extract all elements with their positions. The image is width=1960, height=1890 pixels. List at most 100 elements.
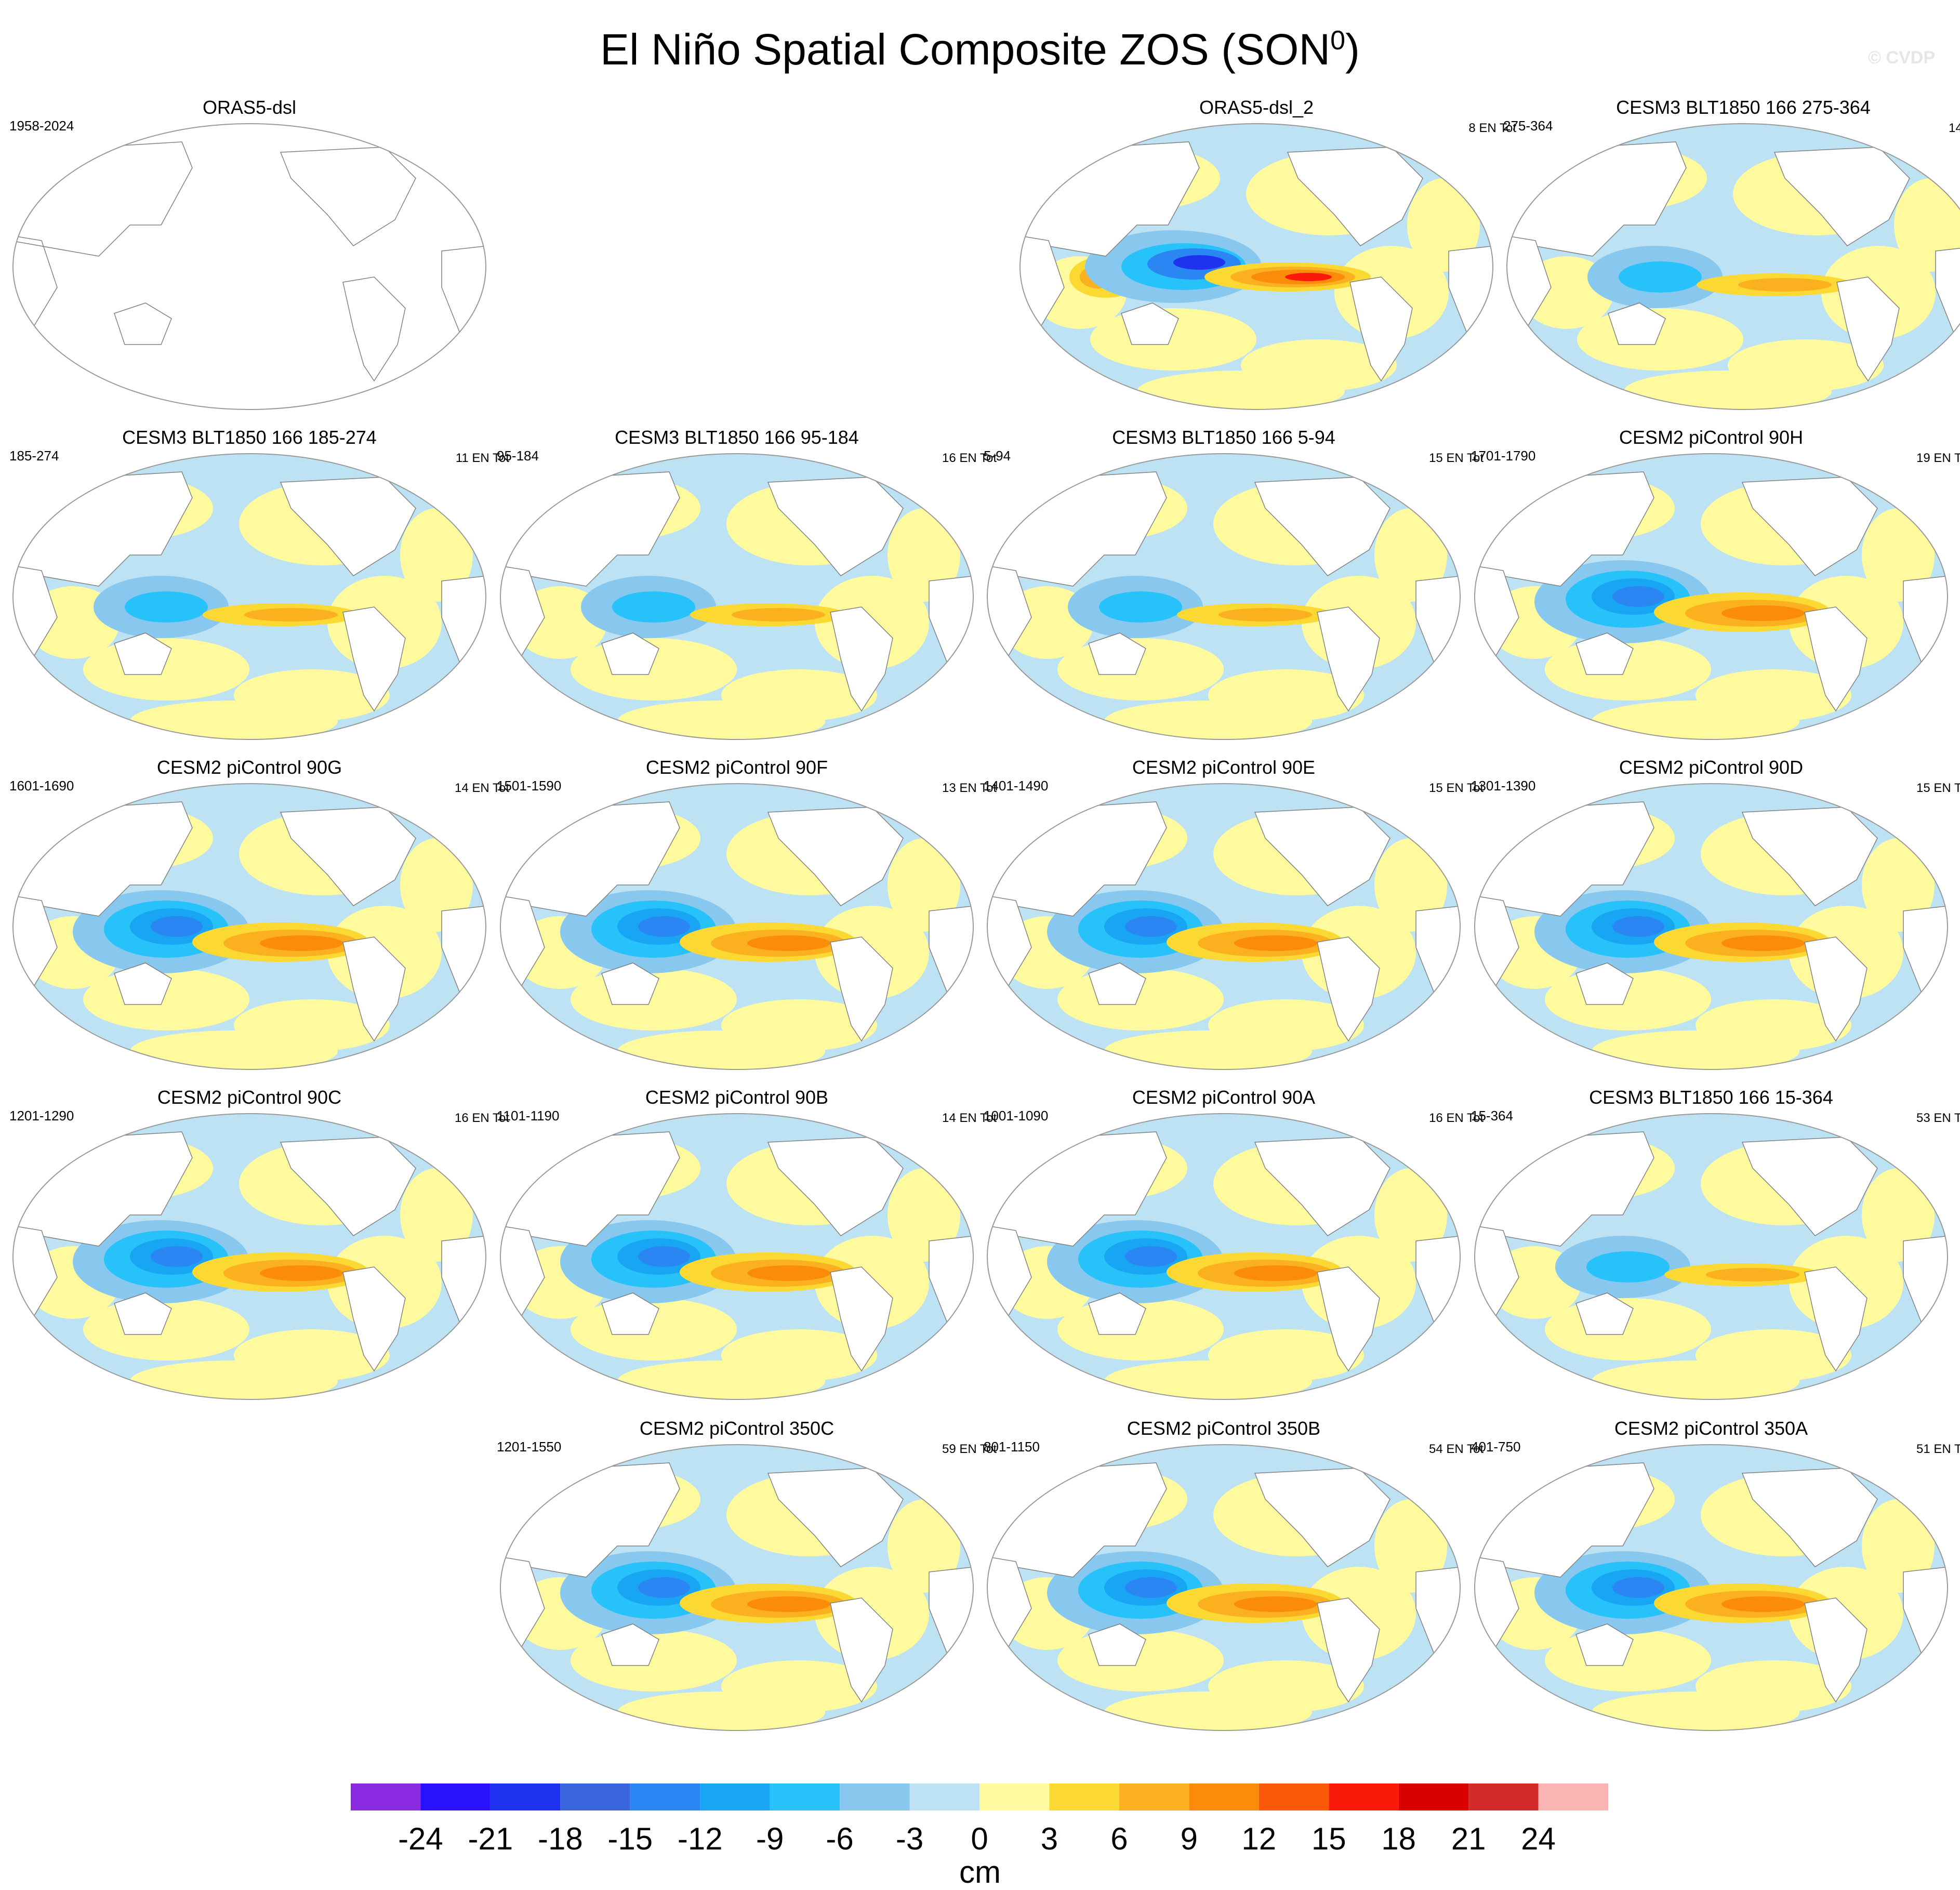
map-panel: CESM2 piControl 350A 401-750 51 EN Tot: [1467, 1417, 1960, 1750]
north-america-landmass: [1287, 147, 1423, 246]
zos-map: [500, 783, 974, 1070]
panel-event-count: 11 EN Tot: [455, 451, 509, 465]
north-america-landmass: [1254, 477, 1390, 576]
positive-anomaly-region: [1592, 1030, 1799, 1069]
negative-anomaly-region: [125, 591, 208, 623]
negative-anomaly-region: [638, 1246, 690, 1267]
north-america-landmass: [767, 477, 904, 576]
zos-map: [500, 453, 974, 740]
australia-landmass: [1088, 632, 1146, 675]
australia-landmass: [601, 1623, 659, 1666]
zos-map: [1474, 1113, 1948, 1400]
positive-anomaly-region: [130, 1360, 338, 1399]
panel-event-count: 51 EN Tot: [1916, 1442, 1960, 1456]
panel-years: 5-94: [984, 448, 1011, 464]
colorbar-swatch: [560, 1783, 630, 1810]
panel-years: 1201-1550: [497, 1439, 562, 1455]
panel-years: 95-184: [497, 448, 539, 464]
panel-title: CESM2 piControl 90H: [1619, 427, 1804, 448]
colorbar-swatch: [1189, 1783, 1259, 1810]
map-panel: CESM3 BLT1850 166 95-184 95-184 16 EN Tot: [493, 426, 997, 759]
colorbar-tick-label: 3: [1040, 1821, 1058, 1856]
panel-years: 401-750: [1471, 1439, 1521, 1455]
positive-anomaly-region: [400, 838, 473, 932]
panel-title: CESM2 piControl 90B: [645, 1087, 829, 1108]
south-america-landmass: [1349, 276, 1413, 382]
australia-landmass: [114, 632, 172, 675]
map-panel: CESM3 BLT1850 166 185-274 185-274 11 EN To…: [5, 426, 509, 759]
north-america-landmass: [280, 1136, 416, 1236]
south-america-landmass: [830, 936, 893, 1042]
coastline: [13, 141, 193, 257]
north-america-landmass: [767, 807, 904, 906]
positive-anomaly-region: [260, 1265, 343, 1281]
zos-map: [1506, 123, 1960, 410]
north-america-landmass: [280, 477, 416, 576]
colorbar-units: cm: [959, 1855, 1001, 1889]
negative-anomaly-region: [1612, 1577, 1664, 1598]
positive-anomaly-region: [1592, 701, 1799, 739]
map-border: [1474, 783, 1948, 1070]
colorbar-swatch: [351, 1783, 421, 1810]
figure-title: El Niño Spatial Composite ZOS (SON0): [0, 15, 1960, 75]
colorbar-swatch: [1398, 1783, 1469, 1810]
colorbar-tick-label: -21: [468, 1821, 513, 1856]
map-panel: CESM2 piControl 90H 1701-1790 19 EN Tot: [1467, 426, 1960, 759]
panel-title: CESM3 BLT1850 166 185-274: [122, 427, 377, 448]
colorbar-tick-label: -18: [537, 1821, 583, 1856]
panel-years: 1301-1390: [1471, 778, 1536, 794]
positive-anomaly-region: [244, 608, 338, 622]
map-border: [12, 783, 486, 1070]
colorbar-swatch: [840, 1783, 910, 1810]
colorbar-swatch: [1119, 1783, 1189, 1810]
colorbar-tick-label: -9: [756, 1821, 784, 1856]
map-panel: CESM2 piControl 350C 1201-1550 59 EN Tot: [493, 1417, 997, 1750]
positive-anomaly-region: [400, 1168, 473, 1262]
positive-anomaly-region: [747, 935, 830, 951]
panel-event-count: 15 EN Tot: [1429, 451, 1484, 465]
panel-years: 1401-1490: [984, 778, 1049, 794]
positive-anomaly-region: [1104, 1691, 1312, 1730]
panel-title: CESM2 piControl 350B: [1127, 1418, 1321, 1439]
south-america-landmass: [830, 1266, 893, 1372]
positive-anomaly-region: [1374, 838, 1447, 932]
colorbar-tick-label: 9: [1180, 1821, 1198, 1856]
panel-title: CESM2 piControl 90A: [1132, 1087, 1316, 1108]
panel-event-count: 14 EN Tot: [455, 781, 509, 795]
positive-anomaly-region: [1721, 935, 1805, 951]
positive-anomaly-region: [888, 838, 960, 932]
positive-anomaly-region: [1624, 371, 1832, 409]
colorbar-tick-label: 21: [1451, 1821, 1486, 1856]
colorbar-tick-label: 6: [1110, 1821, 1128, 1856]
colorbar-tick-label: -3: [895, 1821, 924, 1856]
australia-landmass: [114, 1292, 172, 1335]
positive-anomaly-region: [1862, 838, 1935, 932]
map-panel: CESM2 piControl 90E 1401-1490 15 EN Tot: [979, 756, 1484, 1089]
zos-map: [1019, 123, 1493, 410]
map-panel: ORAS5-dsl_2 8 EN Tot: [1012, 96, 1516, 429]
panel-years: 1958-2024: [9, 118, 74, 134]
north-america-landmass: [1741, 1136, 1878, 1236]
map-border: [500, 1444, 974, 1731]
south-america-landmass: [1317, 936, 1380, 1042]
positive-anomaly-region: [1592, 1360, 1799, 1399]
panel-years: 1601-1690: [9, 778, 74, 794]
colorbar-tick-label: 12: [1241, 1821, 1277, 1856]
positive-anomaly-region: [617, 1691, 825, 1730]
map-border: [987, 1444, 1461, 1731]
map-border: [1474, 1444, 1948, 1731]
positive-anomaly-region: [1592, 1691, 1799, 1730]
map-border: [987, 1113, 1461, 1400]
figure-title-superscript: 0: [1330, 25, 1346, 56]
north-america-landmass: [1741, 807, 1878, 906]
zos-map: [12, 1113, 486, 1400]
north-america-landmass: [1254, 807, 1390, 906]
australia-landmass: [1121, 302, 1179, 345]
panel-event-count: 8 EN Tot: [1468, 121, 1516, 135]
empty-map-background: [13, 124, 486, 409]
negative-anomaly-region: [1619, 261, 1702, 293]
zos-map: [1474, 783, 1948, 1070]
colorbar-swatch: [1049, 1783, 1119, 1810]
south-america-landmass: [1836, 276, 1900, 382]
positive-anomaly-region: [1234, 935, 1317, 951]
